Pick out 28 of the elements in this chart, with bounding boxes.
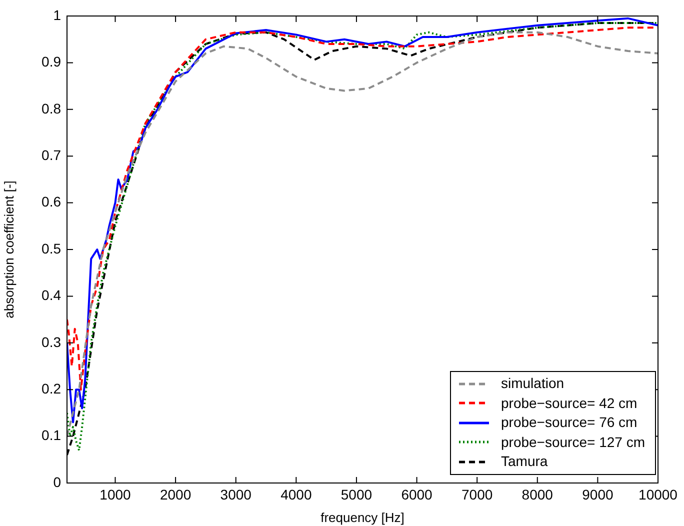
legend-label: simulation (501, 374, 564, 393)
x-tick-label: 6000 (401, 486, 433, 502)
legend-label: probe−source= 76 cm (501, 413, 638, 432)
y-axis-title: absorption coefficient [-] (1, 180, 16, 318)
x-tick-label: 2000 (160, 486, 192, 502)
x-tick-label: 4000 (280, 486, 312, 502)
x-tick-label: 3000 (220, 486, 252, 502)
y-tick-label: 0.3 (42, 334, 62, 350)
x-tick-label: 7000 (462, 486, 493, 502)
y-tick-label: 0.4 (42, 287, 62, 304)
x-tick-label: 1000 (100, 486, 132, 502)
y-tick-label: 0.6 (42, 194, 62, 210)
legend-label: Tamura (501, 452, 548, 471)
x-tick-label: 5000 (340, 486, 372, 502)
y-tick-label: 0.8 (42, 100, 62, 116)
x-tick-label: 9000 (582, 486, 614, 502)
x-tick-label: 10000 (638, 486, 678, 502)
y-tick-label: 0.5 (42, 240, 62, 256)
y-tick-label: 0.7 (42, 146, 62, 163)
y-tick-label: 0.9 (42, 54, 62, 70)
legend-label: probe−source= 42 cm (501, 394, 638, 413)
y-tick-label: 0.1 (42, 427, 62, 444)
legend-label: probe−source= 127 cm (501, 432, 645, 452)
y-tick-label: 0 (53, 474, 62, 490)
y-tick-label: 1 (53, 6, 62, 23)
y-tick-label: 0.2 (42, 380, 62, 396)
x-axis-title: frequency [Hz] (320, 510, 404, 525)
x-tick-label: 8000 (522, 486, 554, 502)
